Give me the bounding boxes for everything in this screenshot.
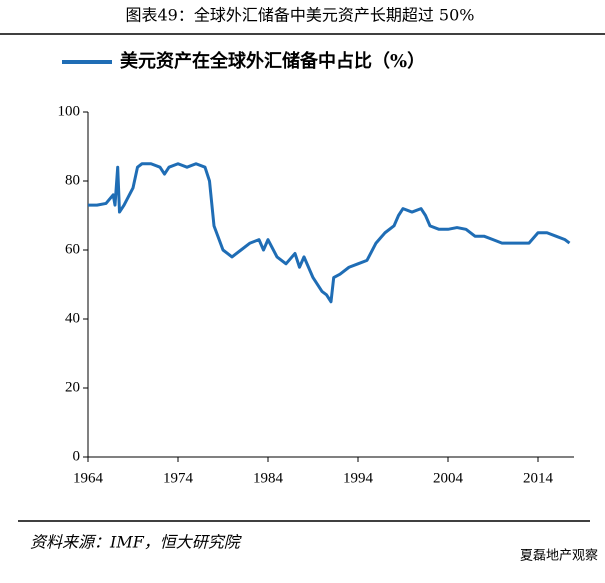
legend-label: 美元资产在全球外汇储备中占比（%） [120,50,425,72]
y-tick-label: 100 [58,103,81,119]
y-tick-label: 0 [73,448,81,464]
y-tick-label: 20 [65,379,80,395]
data-line [88,162,571,304]
x-tick-label: 1984 [253,470,284,486]
y-tick-label: 80 [65,172,80,188]
chart-title: 图表49：全球外汇储备中美元资产长期超过 50% [125,6,474,25]
y-tick-label: 40 [65,310,80,326]
x-tick-label: 1974 [163,470,194,486]
x-tick-label: 1994 [343,470,374,486]
x-tick-label: 2004 [433,470,464,486]
x-tick-label: 1964 [73,470,104,486]
x-tick-label: 2014 [523,470,554,486]
watermark: 夏磊地产观察 [520,549,598,564]
y-tick-label: 60 [65,241,80,257]
source-note: 资料来源：IMF，恒大研究院 [30,533,243,552]
